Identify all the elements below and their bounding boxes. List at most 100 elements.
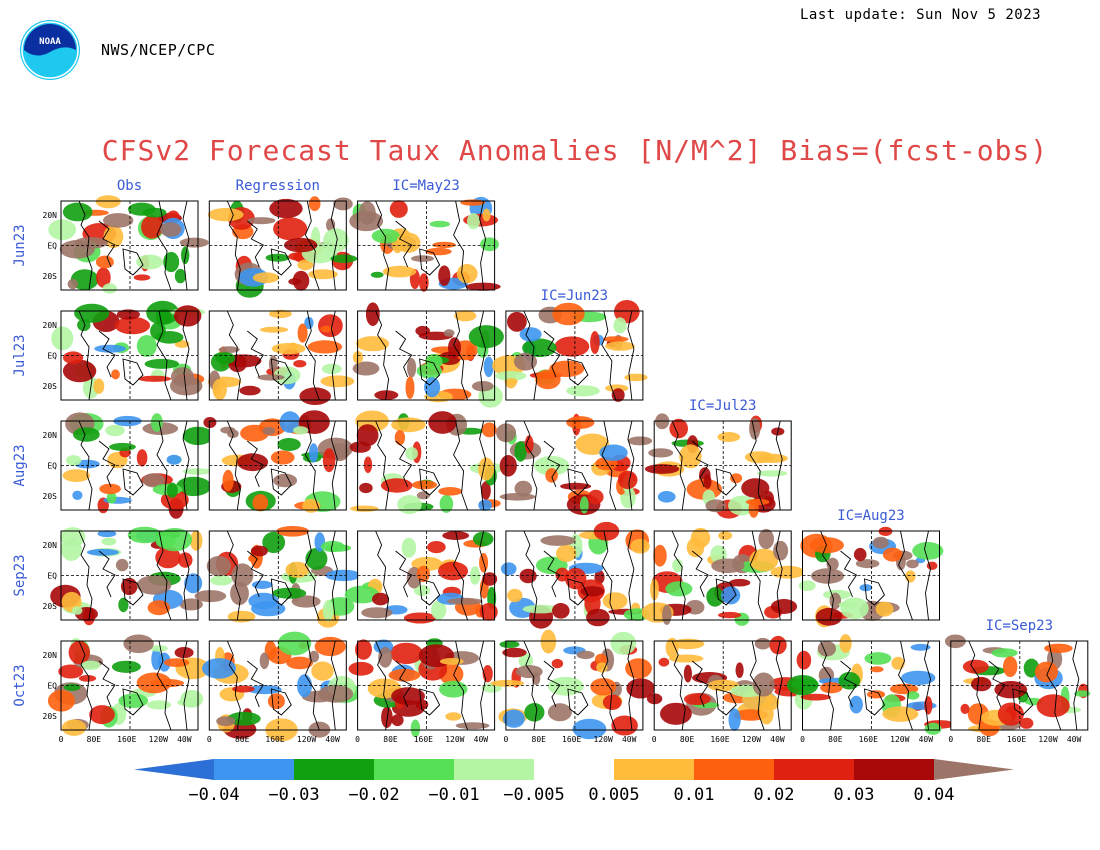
anomaly-contour	[658, 657, 670, 667]
y-tick-label: EQ	[47, 572, 57, 581]
y-tick-label: 20S	[43, 602, 58, 611]
anomaly-contour	[703, 474, 712, 489]
logo-lettering: NOAA	[39, 37, 61, 47]
coastline	[820, 640, 834, 731]
anomaly-contour	[212, 378, 227, 401]
anomaly-contour	[481, 422, 497, 438]
anomaly-contour	[232, 685, 255, 693]
coastline	[247, 330, 264, 378]
coastline	[375, 420, 390, 511]
anomaly-contour	[500, 562, 517, 576]
anomaly-contour	[882, 706, 919, 722]
anomaly-contour	[758, 528, 774, 550]
anomaly-contour	[721, 586, 741, 605]
x-tick-label: 160E	[414, 735, 433, 744]
anomaly-contour	[535, 369, 561, 390]
anomaly-contour	[216, 716, 236, 726]
x-tick-label: 120W	[149, 735, 168, 744]
anomaly-contour	[962, 659, 989, 674]
anomaly-contour	[1003, 656, 1018, 677]
coastline	[627, 530, 635, 621]
coastline	[523, 420, 538, 511]
anomaly-contour	[94, 344, 126, 353]
anomaly-contour	[136, 335, 157, 357]
coastline	[375, 640, 390, 731]
anomaly-contour	[718, 531, 733, 540]
x-tick-label: 40W	[919, 735, 934, 744]
coastline	[479, 530, 487, 621]
x-tick-label: 40W	[177, 735, 192, 744]
anomaly-contour	[67, 278, 79, 290]
anomaly-contour	[572, 718, 607, 740]
coastline	[156, 530, 172, 621]
anomaly-contour	[438, 265, 451, 287]
y-tick-label: 20S	[43, 272, 58, 281]
anomaly-contour	[147, 600, 171, 616]
anomaly-contour	[522, 338, 557, 358]
anomaly-contour	[478, 457, 495, 481]
anomaly-contour	[906, 559, 919, 569]
x-tick-label: 80E	[87, 735, 102, 744]
colorbar-segment	[214, 759, 294, 780]
anomaly-contour	[268, 309, 292, 318]
anomaly-contour	[901, 670, 936, 686]
x-tick-label: 0	[207, 735, 212, 744]
anomaly-contour	[247, 685, 282, 695]
coastline	[988, 660, 1006, 708]
anomaly-contour	[586, 608, 610, 627]
coastline	[453, 310, 469, 401]
anomaly-contour	[270, 450, 295, 465]
coastline	[715, 468, 737, 496]
anomaly-contour	[272, 587, 307, 599]
anomaly-contour	[770, 565, 805, 579]
anomaly-contour	[350, 505, 379, 512]
anomaly-contour	[717, 432, 741, 442]
map-panel	[352, 302, 504, 408]
anomaly-contour	[247, 217, 276, 225]
anomaly-contour	[251, 580, 273, 589]
coastline	[523, 530, 538, 621]
anomaly-contour	[602, 694, 622, 710]
coastline	[98, 550, 116, 598]
map-panel	[798, 526, 944, 628]
coastline	[122, 468, 144, 496]
coastline	[182, 420, 190, 511]
coastline	[78, 640, 93, 731]
anomaly-contour	[348, 661, 374, 676]
colorbar-segment	[294, 759, 374, 780]
anomaly-contour	[483, 356, 494, 378]
anomaly-contour	[101, 537, 117, 546]
anomaly-contour	[549, 360, 585, 377]
anomaly-contour	[507, 311, 527, 332]
anomaly-contour	[142, 207, 167, 218]
row-label: Aug23	[12, 444, 28, 486]
anomaly-contour	[288, 252, 306, 261]
anomaly-contour	[499, 493, 536, 501]
anomaly-contour	[285, 561, 310, 578]
coastline	[775, 420, 783, 511]
anomaly-contour	[99, 483, 121, 495]
anomaly-contour	[891, 656, 905, 670]
map-panel	[786, 634, 955, 735]
colorbar-segment	[854, 759, 934, 780]
anomaly-contour	[105, 424, 125, 437]
anomaly-contour	[454, 310, 477, 322]
map-panel	[490, 629, 655, 740]
coastline	[627, 420, 635, 511]
x-tick-label: 80E	[235, 735, 250, 744]
coastline	[775, 530, 783, 621]
anomaly-contour	[127, 526, 162, 544]
anomaly-contour	[299, 387, 332, 406]
anomaly-contour	[61, 719, 87, 736]
anomaly-contour	[705, 499, 727, 513]
anomaly-contour	[271, 343, 306, 355]
anomaly-contour	[416, 491, 430, 500]
anomaly-contour	[89, 705, 115, 725]
anomaly-contour	[926, 561, 938, 570]
anomaly-contour	[169, 376, 203, 396]
x-tick-label: 120W	[742, 735, 761, 744]
anomaly-contour	[648, 448, 674, 458]
anomaly-contour	[547, 676, 584, 696]
x-tick-label: 160E	[562, 735, 581, 744]
